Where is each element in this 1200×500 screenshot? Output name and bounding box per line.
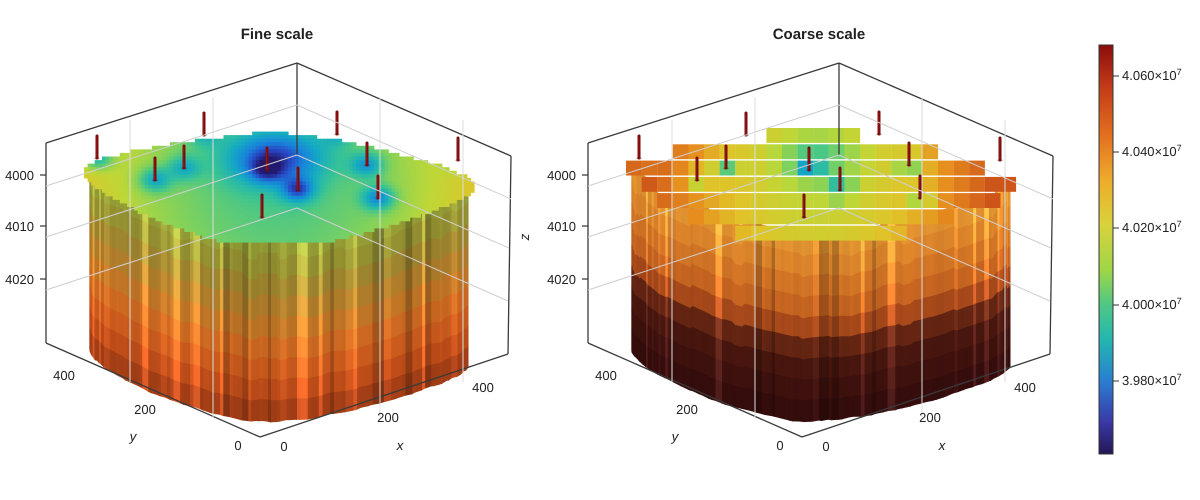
svg-text:200: 200 xyxy=(134,402,156,417)
svg-text:z: z xyxy=(517,233,532,241)
svg-text:4000: 4000 xyxy=(547,168,576,183)
svg-text:200: 200 xyxy=(676,402,698,417)
svg-text:4000: 4000 xyxy=(5,168,34,183)
svg-text:0: 0 xyxy=(776,438,783,453)
svg-text:Fine scale: Fine scale xyxy=(241,26,314,43)
svg-text:4.060×107: 4.060×107 xyxy=(1122,67,1182,83)
svg-text:4020: 4020 xyxy=(5,272,34,287)
svg-text:400: 400 xyxy=(472,380,494,395)
svg-text:400: 400 xyxy=(53,368,75,383)
svg-text:3.980×107: 3.980×107 xyxy=(1122,372,1182,388)
svg-text:y: y xyxy=(671,429,680,444)
svg-text:0: 0 xyxy=(822,439,829,454)
svg-text:0: 0 xyxy=(234,438,241,453)
svg-text:4010: 4010 xyxy=(547,219,576,234)
svg-text:200: 200 xyxy=(377,410,399,425)
svg-text:y: y xyxy=(129,429,138,444)
svg-text:4010: 4010 xyxy=(5,219,34,234)
svg-text:x: x xyxy=(938,438,947,453)
svg-text:400: 400 xyxy=(595,368,617,383)
svg-text:Coarse scale: Coarse scale xyxy=(773,26,866,43)
svg-text:4020: 4020 xyxy=(547,272,576,287)
svg-text:4.000×107: 4.000×107 xyxy=(1122,296,1182,312)
svg-text:0: 0 xyxy=(280,439,287,454)
svg-text:400: 400 xyxy=(1014,380,1036,395)
svg-text:4.040×107: 4.040×107 xyxy=(1122,143,1182,159)
svg-text:x: x xyxy=(396,438,405,453)
svg-text:4.020×107: 4.020×107 xyxy=(1122,219,1182,235)
svg-text:200: 200 xyxy=(919,410,941,425)
